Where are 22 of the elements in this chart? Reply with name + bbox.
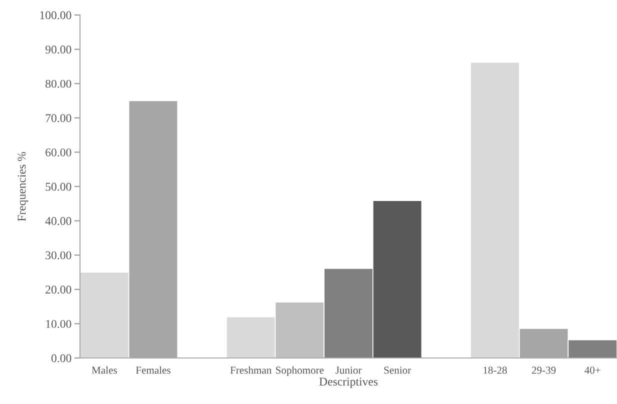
y-tick-label: 60.00 <box>46 148 72 156</box>
y-axis-title: Frequencies % <box>18 152 28 222</box>
y-tick-label: 100.00 <box>40 11 72 20</box>
x-tick-label: Freshman <box>230 366 272 374</box>
y-tick-label: 30.00 <box>46 251 72 260</box>
y-tick-label: 70.00 <box>46 114 72 122</box>
x-tick-label: Junior <box>336 366 362 374</box>
y-tick-label: 10.00 <box>46 320 72 328</box>
y-tick-label: 80.00 <box>46 80 72 88</box>
x-tick-label: Females <box>136 366 170 374</box>
y-tick-label: 40.00 <box>45 217 72 226</box>
y-tick-label: 50.00 <box>46 182 72 191</box>
y-tick-label: 90.00 <box>45 46 72 54</box>
x-tick-label: Sophomore <box>276 366 324 376</box>
x-axis-title: Descriptives <box>319 378 378 388</box>
y-tick-label: 0.00 <box>51 354 72 362</box>
x-tick-label: Males <box>92 366 117 374</box>
x-tick-label: 29-39 <box>532 366 556 374</box>
x-tick-label: Senior <box>384 366 412 374</box>
x-tick-label: 40+ <box>584 366 600 374</box>
y-tick-label: 20.00 <box>46 286 72 294</box>
x-tick-label: 18-28 <box>484 366 507 374</box>
